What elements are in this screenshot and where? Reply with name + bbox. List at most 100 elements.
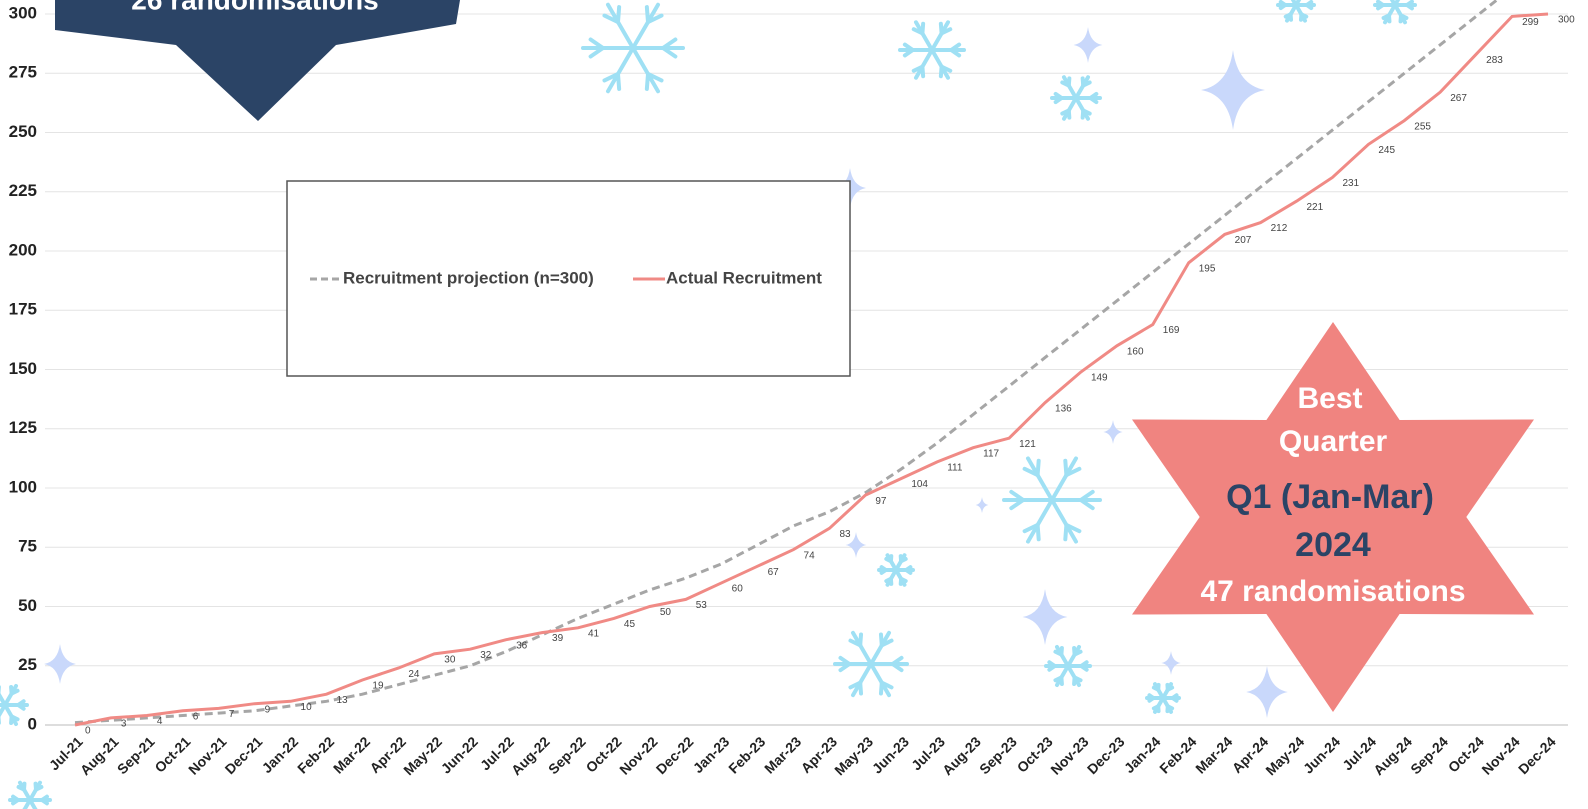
snowflake-arm: [1389, 0, 1397, 7]
data-label: 300: [1558, 15, 1575, 26]
data-label: 0: [85, 726, 91, 737]
snowflake-arm: [1151, 704, 1161, 711]
data-label: 149: [1091, 373, 1108, 384]
series-line: [74, 0, 1500, 725]
x-tick-label: Jan-22: [259, 733, 302, 776]
legend-label: Actual Recruitment: [666, 268, 822, 287]
snowflake-arm: [1072, 649, 1083, 657]
snowflake-arm: [602, 13, 620, 25]
sparkle: [1201, 50, 1265, 130]
snowflake-arm: [920, 21, 926, 36]
snowflake-arm: [1022, 466, 1040, 478]
snowflake-arm: [1393, 0, 1401, 7]
y-tick-label: 250: [9, 122, 37, 141]
data-label: 136: [1055, 403, 1072, 414]
snowflake: [1373, 0, 1417, 25]
snowflake-arm: [1062, 75, 1078, 100]
y-tick-label: 100: [9, 477, 37, 496]
snowflake-arm: [1064, 522, 1082, 534]
snowflake-arm: [1035, 522, 1041, 542]
snowflake-arm: [1081, 80, 1092, 88]
x-tick-label: Nov-22: [616, 733, 660, 777]
snowflake-arm: [930, 20, 950, 52]
data-label: 60: [732, 583, 744, 594]
x-tick-label: Nov-23: [1047, 733, 1091, 777]
sparkle: [845, 532, 867, 558]
snowflake-arm: [1072, 675, 1077, 687]
y-tick-label: 50: [18, 596, 37, 615]
data-label: 41: [588, 628, 600, 639]
snowflake-arm: [1026, 498, 1054, 544]
snowflake-arm: [1053, 675, 1064, 683]
snowflake-arm: [1059, 645, 1064, 657]
snowflake-arm: [9, 714, 14, 726]
data-label: 207: [1235, 235, 1252, 246]
data-label: 212: [1271, 223, 1288, 234]
x-tick-label: Jan-23: [690, 733, 733, 776]
snowflake: [1044, 644, 1092, 688]
snowflake-arm: [1026, 456, 1054, 502]
snowflake-arm: [1060, 108, 1071, 116]
snowflake-arm: [1278, 0, 1288, 7]
snowflake-arm: [939, 27, 953, 36]
snowflake-arm: [1066, 644, 1081, 668]
snowflake-arm: [1376, 0, 1385, 7]
x-tick-label: Nov-21: [185, 733, 229, 777]
x-tick-label: Aug-24: [1370, 733, 1415, 778]
snowflake-arm: [1063, 522, 1069, 542]
snowflake-arm: [3, 683, 18, 707]
snowflake-arm: [661, 37, 678, 50]
snowflake-arm: [1080, 108, 1086, 120]
x-tick-label: Nov-24: [1478, 733, 1522, 777]
sparkle: [1022, 589, 1068, 645]
x-tick-label: Mar-22: [330, 733, 373, 776]
snowflake-arm: [646, 71, 664, 83]
snowflake-arm: [602, 71, 620, 83]
snowflake-arm: [616, 71, 622, 91]
snowflake-arm: [1147, 693, 1156, 700]
snowflake: [581, 2, 685, 94]
snowflake-arm: [949, 48, 962, 58]
x-tick-label: Sep-22: [545, 733, 589, 777]
snowflake-arm: [938, 64, 944, 79]
x-tick-label: May-22: [400, 733, 445, 778]
snowflake: [1145, 682, 1181, 714]
snowflake-arm: [588, 37, 605, 50]
snowflake-arm: [1294, 0, 1302, 7]
snowflake-arm: [1078, 498, 1095, 511]
snowflake-arm: [1009, 498, 1026, 511]
y-tick-label: 275: [9, 63, 37, 82]
snowflake-arm: [879, 638, 894, 648]
snowflake-arm: [1381, 13, 1391, 20]
x-tick-label: Jun-24: [1300, 733, 1343, 776]
x-tick-label: May-23: [831, 733, 876, 778]
data-label: 267: [1450, 93, 1467, 104]
y-tick-label: 175: [9, 300, 37, 319]
snowflake-arm: [0, 703, 7, 718]
series-line: [74, 12, 1549, 727]
snowflake-arm: [884, 576, 893, 584]
sparkle: [1103, 420, 1123, 444]
data-label: 32: [480, 650, 492, 661]
snowflake-arm: [16, 703, 26, 711]
x-tick-label: May-24: [1262, 733, 1307, 778]
x-tick-label: Aug-22: [508, 733, 553, 778]
data-label: 4: [157, 716, 163, 727]
snowflake-arm: [1066, 664, 1081, 688]
snowflake-arm: [1009, 489, 1026, 502]
data-label: 231: [1342, 178, 1359, 189]
data-label: 117: [983, 448, 999, 459]
data-label: 19: [372, 681, 384, 692]
snowflake-arm: [869, 630, 891, 666]
snowflake-arm: [911, 64, 925, 73]
star-text: Quarter: [1279, 425, 1388, 458]
snowflake: [1002, 456, 1102, 544]
x-tick-label: Dec-24: [1515, 733, 1559, 777]
snowflake-arm: [631, 2, 660, 50]
y-tick-label: 0: [28, 714, 37, 733]
snowflake-arm: [1050, 456, 1078, 502]
snowflake-arm: [1062, 96, 1078, 121]
snowflake-arm: [1079, 664, 1089, 672]
snowflake-arm: [914, 48, 934, 80]
